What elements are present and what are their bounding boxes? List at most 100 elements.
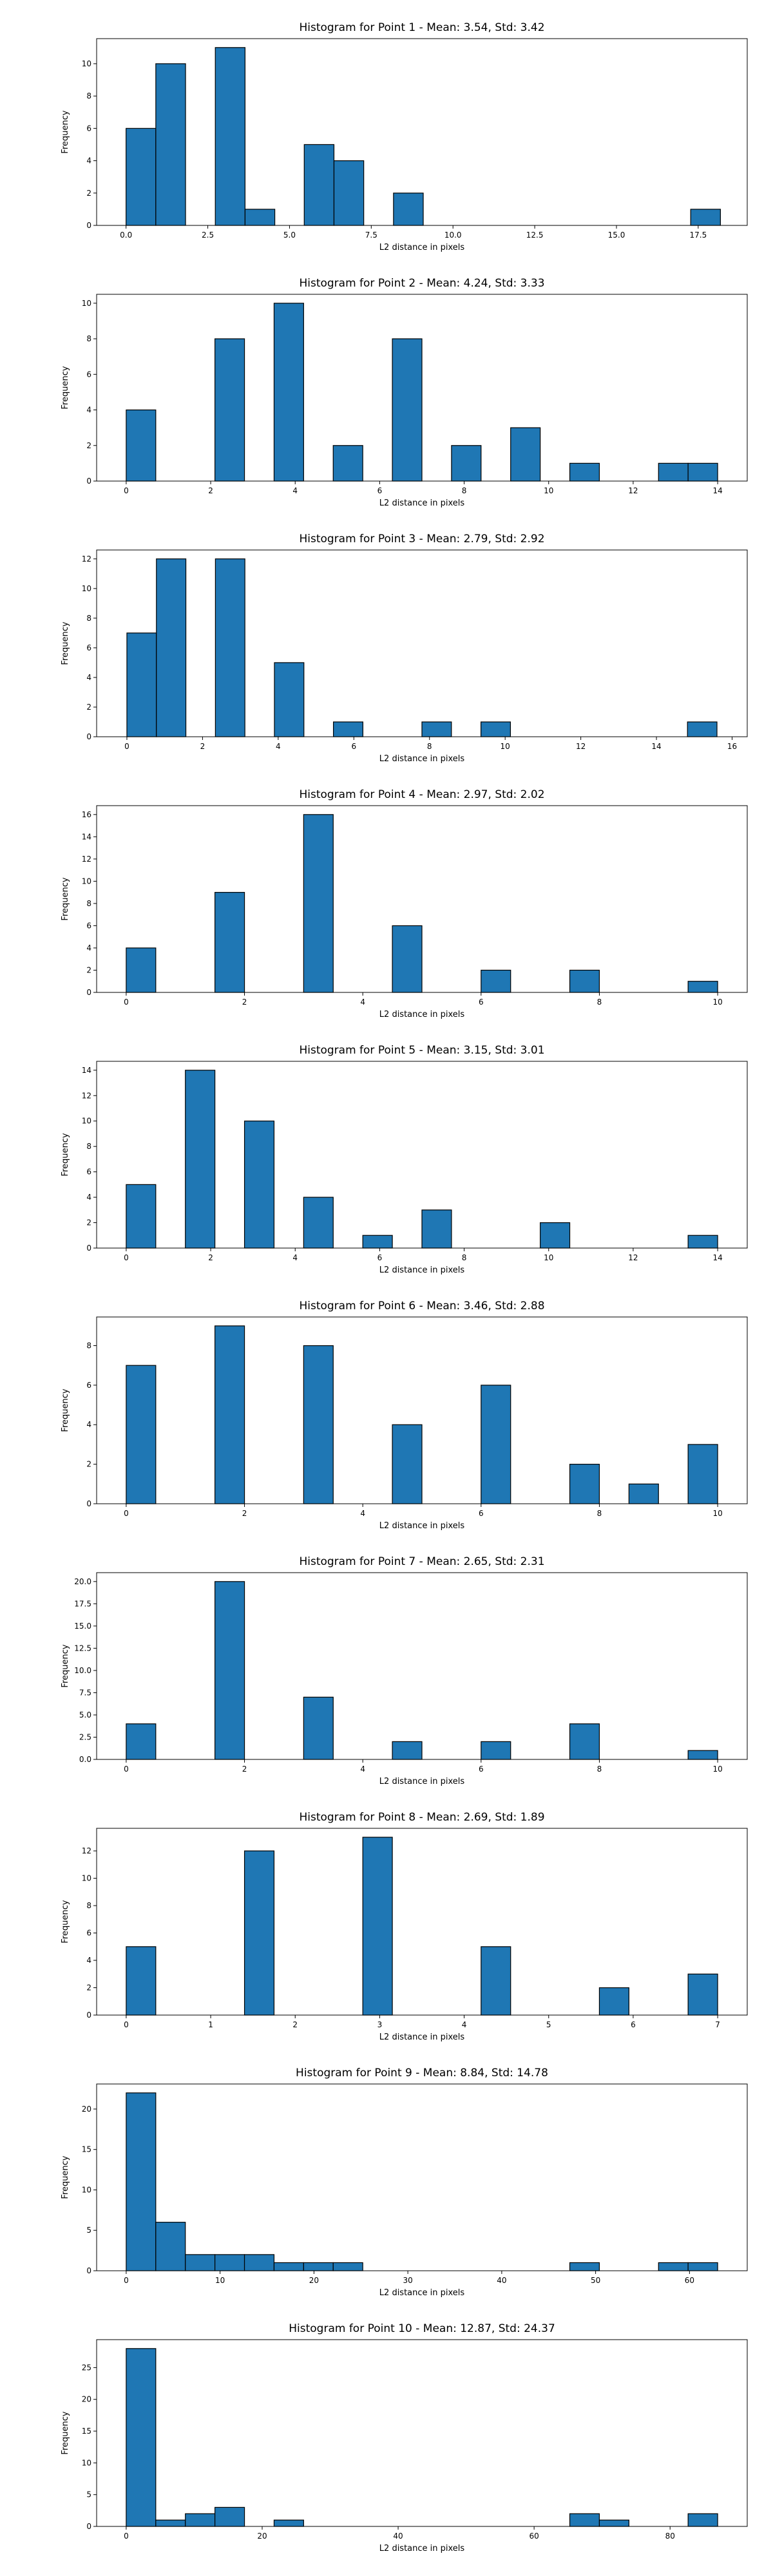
y-tick-label: 0 xyxy=(86,2266,91,2275)
y-tick-label: 8 xyxy=(86,1901,91,1910)
x-tick-label: 10 xyxy=(501,742,510,751)
chart-title: Histogram for Point 7 - Mean: 2.65, Std:… xyxy=(299,1555,544,1568)
x-tick-label: 4 xyxy=(462,2020,467,2029)
x-tick-label: 4 xyxy=(292,486,298,495)
histogram-bar xyxy=(185,2254,216,2271)
x-tick-label: 4 xyxy=(276,742,281,751)
histogram-bar xyxy=(126,128,157,226)
histogram-bar xyxy=(481,721,511,737)
histogram-bar xyxy=(333,160,365,226)
histogram-panel-9: Histogram for Point 9 - Mean: 8.84, Std:… xyxy=(61,2067,748,2298)
x-axis-label: L2 distance in pixels xyxy=(379,2032,465,2042)
histogram-bar xyxy=(185,2513,216,2527)
x-axis-label: L2 distance in pixels xyxy=(379,243,465,252)
x-tick-label: 8 xyxy=(462,486,467,495)
histogram-bar xyxy=(687,1750,718,1760)
y-tick-label: 2 xyxy=(86,441,91,450)
histogram-bar xyxy=(569,1723,600,1760)
y-tick-label: 2 xyxy=(86,1460,91,1469)
y-tick-label: 10 xyxy=(82,1117,91,1126)
y-tick-label: 6 xyxy=(86,370,91,379)
y-axis-label: Frequency xyxy=(61,2411,70,2454)
x-tick-label: 60 xyxy=(685,2276,694,2285)
histogram-panel-8: Histogram for Point 8 - Mean: 2.69, Std:… xyxy=(61,1811,748,2042)
histogram-panel-6: Histogram for Point 6 - Mean: 3.46, Std:… xyxy=(61,1300,748,1531)
histogram-bar xyxy=(540,1222,571,1249)
y-tick-label: 0.0 xyxy=(79,1755,91,1764)
y-tick-label: 15 xyxy=(82,2145,91,2154)
x-tick-label: 10.0 xyxy=(444,231,462,240)
axes-frame xyxy=(96,38,748,226)
histogram-bar xyxy=(303,1345,334,1504)
x-tick-label: 2 xyxy=(242,998,247,1007)
histogram-bar xyxy=(687,2262,718,2271)
x-tick-label: 40 xyxy=(497,2276,506,2285)
histogram-bar xyxy=(126,2092,157,2271)
axes-frame xyxy=(96,1828,748,2016)
histogram-bar xyxy=(392,1424,423,1504)
histogram-bar xyxy=(392,338,423,482)
x-tick-label: 12 xyxy=(628,486,638,495)
histogram-bar xyxy=(569,2262,600,2271)
x-tick-label: 10 xyxy=(712,998,722,1007)
y-tick-label: 6 xyxy=(86,643,91,652)
chart-title: Histogram for Point 9 - Mean: 8.84, Std:… xyxy=(296,2067,548,2079)
y-tick-label: 2 xyxy=(86,1218,91,1227)
axes-frame xyxy=(96,549,748,737)
x-tick-label: 15.0 xyxy=(608,231,625,240)
x-tick-label: 6 xyxy=(479,1765,484,1774)
y-tick-label: 17.5 xyxy=(74,1599,91,1608)
histogram-bar xyxy=(155,2519,186,2527)
x-tick-label: 8 xyxy=(597,998,602,1007)
histogram-bar xyxy=(628,1483,659,1504)
chart-title: Histogram for Point 2 - Mean: 4.24, Std:… xyxy=(299,277,544,290)
x-tick-label: 14 xyxy=(712,486,722,495)
y-tick-label: 10.0 xyxy=(74,1666,91,1675)
histogram-bar xyxy=(687,462,718,482)
y-tick-label: 12 xyxy=(82,554,91,564)
histogram-bar xyxy=(273,303,304,482)
x-tick-label: 0 xyxy=(124,742,129,751)
x-tick-label: 6 xyxy=(631,2020,636,2029)
y-tick-label: 8 xyxy=(86,614,91,623)
histogram-bar xyxy=(451,445,482,482)
x-tick-label: 0 xyxy=(124,2276,129,2285)
chart-title: Histogram for Point 6 - Mean: 3.46, Std:… xyxy=(299,1300,544,1312)
y-tick-label: 10 xyxy=(82,299,91,308)
x-axis-label: L2 distance in pixels xyxy=(379,754,465,764)
histogram-bar xyxy=(598,1987,629,2016)
x-tick-label: 2 xyxy=(242,1765,247,1774)
x-tick-label: 60 xyxy=(529,2532,539,2541)
histogram-bar xyxy=(243,2254,275,2271)
histogram-bar xyxy=(510,427,541,482)
histogram-bar xyxy=(481,1946,511,2016)
x-tick-label: 2 xyxy=(242,1509,247,1518)
y-tick-label: 12 xyxy=(82,1091,91,1100)
y-tick-label: 10 xyxy=(82,59,91,68)
histogram-bar xyxy=(126,1365,157,1504)
x-tick-label: 6 xyxy=(377,1253,383,1262)
x-axis-label: L2 distance in pixels xyxy=(379,498,465,508)
y-tick-label: 8 xyxy=(86,91,91,100)
y-axis-label: Frequency xyxy=(61,366,70,409)
y-tick-label: 10 xyxy=(82,2185,91,2194)
y-tick-label: 20 xyxy=(82,2105,91,2114)
histogram-bar xyxy=(126,947,157,993)
y-tick-label: 12 xyxy=(82,855,91,864)
histogram-panel-1: Histogram for Point 1 - Mean: 3.54, Std:… xyxy=(61,21,748,252)
y-tick-label: 2 xyxy=(86,703,91,712)
histogram-bar xyxy=(303,1197,334,1249)
y-tick-label: 4 xyxy=(86,1193,91,1202)
histogram-bar xyxy=(156,558,187,737)
axes-frame xyxy=(96,2339,748,2527)
x-tick-label: 17.5 xyxy=(690,231,707,240)
x-tick-label: 5.0 xyxy=(283,231,296,240)
x-tick-label: 0 xyxy=(124,1509,129,1518)
y-axis-label: Frequency xyxy=(61,110,70,153)
y-tick-label: 0 xyxy=(86,221,91,230)
histogram-bar xyxy=(687,721,718,737)
x-tick-label: 4 xyxy=(360,1509,365,1518)
y-tick-label: 6 xyxy=(86,124,91,133)
y-tick-label: 2 xyxy=(86,189,91,198)
